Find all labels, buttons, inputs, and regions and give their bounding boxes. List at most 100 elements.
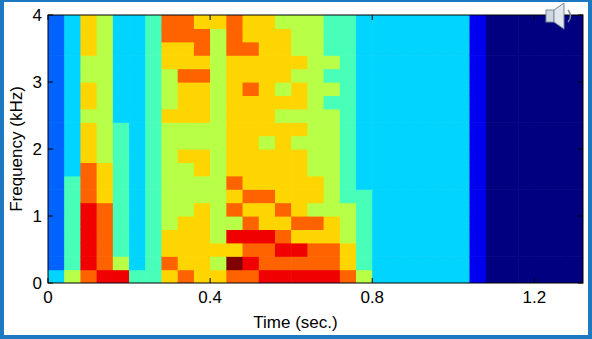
cell <box>453 243 470 257</box>
y-axis-title: Frequency (kHz) <box>7 86 26 212</box>
cell <box>324 55 341 69</box>
cell <box>129 243 146 257</box>
cell <box>64 243 81 257</box>
cell <box>178 55 195 69</box>
cell <box>210 28 227 42</box>
cell <box>210 109 227 123</box>
y-tick-label: 0 <box>33 274 42 293</box>
y-tick <box>578 15 583 16</box>
cell <box>324 216 341 230</box>
cell <box>405 149 422 163</box>
cell <box>437 55 454 69</box>
cell <box>372 15 389 29</box>
cell <box>437 82 454 96</box>
cell <box>405 82 422 96</box>
cell <box>194 15 211 29</box>
cell <box>388 162 405 176</box>
cell <box>567 82 583 96</box>
y-tick-label: 2 <box>33 140 42 159</box>
cell <box>161 109 178 123</box>
cell <box>307 229 324 243</box>
cell <box>226 216 243 230</box>
cell <box>470 216 487 230</box>
cell <box>567 109 583 123</box>
cell <box>259 203 276 217</box>
cell <box>372 203 389 217</box>
cell <box>421 256 438 270</box>
cell <box>178 82 195 96</box>
cell <box>324 95 341 109</box>
cell <box>129 162 146 176</box>
cell <box>453 55 470 69</box>
cell <box>518 229 535 243</box>
cell <box>145 270 162 283</box>
cell <box>356 270 373 283</box>
cell <box>372 216 389 230</box>
cell <box>243 15 260 29</box>
cell <box>437 270 454 283</box>
cell <box>210 270 227 283</box>
cell <box>243 189 260 203</box>
cell <box>437 162 454 176</box>
cell <box>502 28 519 42</box>
cell <box>80 28 97 42</box>
cell <box>97 162 114 176</box>
cell <box>372 82 389 96</box>
cell <box>567 176 583 190</box>
cell <box>405 189 422 203</box>
cell <box>388 95 405 109</box>
cell <box>470 69 487 83</box>
cell <box>405 162 422 176</box>
cell <box>372 69 389 83</box>
cell <box>80 136 97 150</box>
cell <box>113 270 130 283</box>
cell <box>113 243 130 257</box>
cell <box>324 42 341 56</box>
cell <box>48 176 65 190</box>
cell <box>340 109 357 123</box>
cell <box>534 243 551 257</box>
cell <box>145 229 162 243</box>
cell <box>161 136 178 150</box>
cell <box>340 216 357 230</box>
cell <box>259 270 276 283</box>
cell <box>567 270 583 283</box>
cell <box>340 82 357 96</box>
cell <box>324 243 341 257</box>
cell <box>275 122 292 136</box>
cell <box>80 216 97 230</box>
cell <box>470 229 487 243</box>
cell <box>194 256 211 270</box>
x-tick-label: 0 <box>43 288 52 307</box>
slide-background <box>0 0 592 339</box>
cell <box>421 189 438 203</box>
cell <box>64 122 81 136</box>
cell <box>534 109 551 123</box>
cell <box>243 149 260 163</box>
cell <box>113 15 130 29</box>
cell <box>243 243 260 257</box>
cell <box>64 162 81 176</box>
cell <box>421 109 438 123</box>
cell <box>534 82 551 96</box>
cell <box>307 69 324 83</box>
cell <box>291 203 308 217</box>
cell <box>567 122 583 136</box>
cell <box>194 189 211 203</box>
cell <box>226 256 243 270</box>
cell <box>178 95 195 109</box>
cell <box>405 122 422 136</box>
cell <box>210 162 227 176</box>
cell <box>275 149 292 163</box>
cell <box>113 162 130 176</box>
cell <box>307 122 324 136</box>
cell <box>405 55 422 69</box>
y-tick <box>578 82 583 83</box>
cell <box>470 203 487 217</box>
cell <box>194 28 211 42</box>
cell <box>518 162 535 176</box>
cell <box>372 42 389 56</box>
cell <box>48 82 65 96</box>
cell <box>194 203 211 217</box>
cell <box>307 15 324 29</box>
